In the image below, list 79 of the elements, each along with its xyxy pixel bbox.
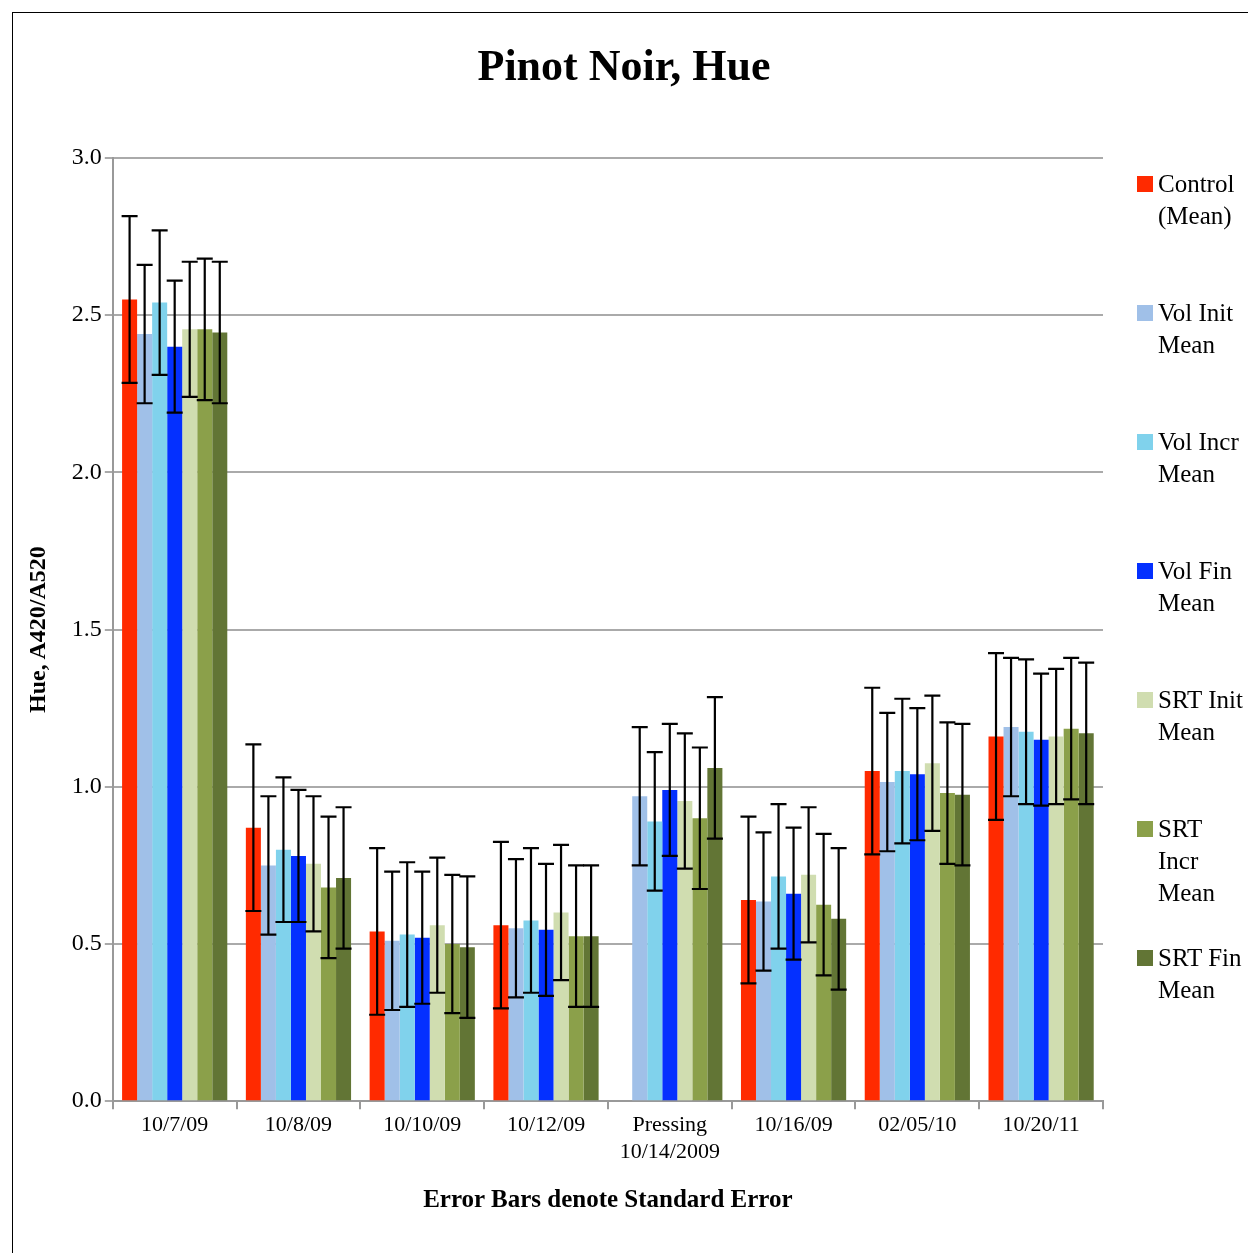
bar: [988, 736, 1004, 1101]
bar: [152, 302, 168, 1101]
bar: [894, 771, 910, 1101]
bar: [909, 774, 925, 1101]
bar: [212, 332, 228, 1101]
legend-label: Vol Fin Mean: [1158, 556, 1233, 618]
bar: [523, 920, 539, 1101]
x-tick-label: 02/05/10: [878, 1111, 957, 1137]
bar: [137, 334, 153, 1101]
bar: [122, 299, 138, 1101]
bar: [553, 912, 569, 1101]
y-tick-label: 1.0: [71, 772, 102, 799]
bar: [305, 863, 322, 1101]
y-tick-label: 2.5: [71, 300, 102, 327]
bar: [954, 794, 970, 1101]
bar: [414, 937, 430, 1101]
bar: [568, 936, 584, 1101]
legend-label: Vol Init Mean: [1158, 298, 1235, 360]
bar: [290, 855, 306, 1101]
y-tick-label: 2.0: [71, 457, 102, 484]
y-tick-label: 3.0: [71, 143, 102, 170]
bar: [939, 793, 955, 1101]
bar: [508, 928, 524, 1101]
bar: [1003, 727, 1019, 1101]
x-tick-label: 10/20/11: [1002, 1111, 1080, 1137]
legend-label: SRT Incr Mean: [1158, 814, 1216, 908]
chart-title: Pinot Noir, Hue: [476, 40, 772, 91]
bar: [864, 771, 880, 1101]
bar: [321, 887, 337, 1101]
bar: [1078, 733, 1094, 1101]
bar: [1048, 736, 1064, 1101]
legend-label: Control (Mean): [1158, 169, 1236, 232]
bar: [429, 925, 445, 1101]
bar: [245, 827, 261, 1101]
x-tick-label: 10/16/09: [754, 1111, 833, 1137]
bar: [260, 865, 276, 1101]
bar: [707, 767, 723, 1101]
y-tick-label: 1.5: [71, 614, 102, 641]
bar: [1018, 731, 1034, 1101]
bar: [493, 925, 509, 1101]
x-axis-title: Error Bars denote Standard Error: [423, 1185, 793, 1213]
bar: [1063, 728, 1079, 1101]
bar: [399, 934, 415, 1101]
bar: [369, 931, 385, 1101]
x-tick-label: 10/7/09: [141, 1111, 209, 1137]
bar: [755, 901, 772, 1101]
bar: [197, 329, 213, 1101]
bar: [444, 944, 460, 1101]
bar: [924, 763, 940, 1101]
legend-label: SRT Init Mean: [1158, 685, 1244, 747]
bar: [677, 800, 693, 1101]
y-axis-title: Hue, A420/A520: [23, 546, 50, 713]
bar: [816, 904, 832, 1101]
bar: [1033, 739, 1049, 1101]
bar: [459, 947, 475, 1101]
bar: [692, 818, 708, 1101]
y-tick-label: 0.5: [71, 929, 102, 956]
bar: [182, 329, 198, 1101]
bar: [336, 877, 352, 1101]
bar: [879, 782, 895, 1101]
bar: [662, 789, 678, 1101]
bar: [831, 918, 847, 1101]
x-tick-label: Pressing 10/14/2009: [619, 1111, 720, 1163]
bar: [275, 849, 291, 1101]
bar: [632, 796, 648, 1101]
bar: [786, 893, 802, 1101]
legend-label: SRT Fin Mean: [1158, 943, 1243, 1005]
bar: [538, 929, 554, 1101]
bar: [801, 874, 817, 1101]
bar: [384, 940, 400, 1101]
bar: [167, 346, 183, 1101]
y-tick-label: 0.0: [71, 1086, 102, 1113]
bar: [583, 936, 599, 1101]
x-tick-label: 10/12/09: [506, 1111, 586, 1137]
bar: [647, 821, 663, 1101]
bar: [771, 876, 787, 1101]
legend-label: Vol Incr Mean: [1158, 427, 1240, 489]
x-tick-label: 10/10/09: [383, 1111, 462, 1137]
x-tick-label: 10/8/09: [264, 1111, 333, 1137]
